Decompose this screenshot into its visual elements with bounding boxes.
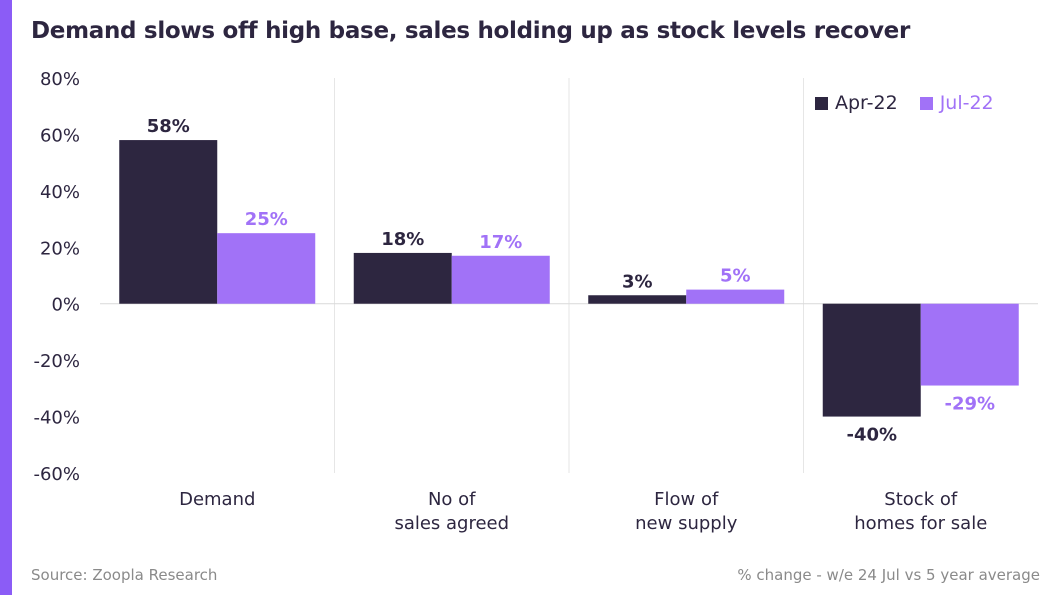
- data-label: 5%: [720, 266, 751, 287]
- data-label: 58%: [147, 116, 190, 137]
- legend-swatch-apr: [815, 96, 828, 110]
- legend-swatch-jul: [919, 96, 933, 110]
- y-tick-label: 20%: [40, 238, 80, 259]
- data-label: 25%: [245, 209, 288, 230]
- data-label: 3%: [622, 271, 653, 292]
- y-tick-label: 40%: [40, 182, 80, 203]
- legend: Apr-22 Jul-22: [815, 92, 1016, 114]
- bar-apr: [822, 303, 921, 417]
- x-tick-label: homes for sale: [854, 513, 987, 534]
- x-tick-label: Flow of: [654, 489, 719, 510]
- bar-chart: 80% 60% 40% 20% 0% -20% -40% -60% 58% 25% Demand 18…: [33, 69, 1038, 534]
- legend-label-jul: Jul-22: [939, 92, 994, 114]
- legend-label-apr: Apr-22: [835, 92, 898, 114]
- data-label: -40%: [846, 425, 897, 446]
- bar-apr: [588, 295, 687, 304]
- x-tick-label: No of: [428, 489, 476, 510]
- bar-jul: [686, 289, 785, 304]
- y-tick-label: 80%: [40, 69, 80, 90]
- y-tick-label: 0%: [51, 295, 80, 316]
- y-tick-label: -20%: [33, 351, 80, 372]
- bar-jul: [217, 233, 316, 304]
- accent-bar: [0, 0, 12, 595]
- bar-apr: [119, 140, 218, 304]
- data-label: 18%: [381, 229, 424, 250]
- y-tick-label: 60%: [40, 125, 80, 146]
- bar-jul: [920, 303, 1019, 386]
- units-note: % change - w/e 24 Jul vs 5 year average: [737, 566, 1040, 584]
- bar-jul: [451, 255, 550, 304]
- data-label: 17%: [479, 232, 522, 253]
- x-tick-label: Demand: [179, 489, 255, 510]
- x-tick-label: sales agreed: [394, 513, 509, 534]
- chart-title: Demand slows off high base, sales holdin…: [31, 18, 910, 44]
- source-note: Source: Zoopla Research: [31, 566, 218, 584]
- x-tick-label: new supply: [635, 513, 738, 534]
- y-tick-label: -40%: [33, 408, 80, 429]
- x-tick-label: Stock of: [884, 489, 958, 510]
- y-tick-label: -60%: [33, 464, 80, 485]
- bar-apr: [353, 252, 452, 304]
- legend-item-apr: Apr-22: [815, 92, 898, 114]
- legend-item-jul: Jul-22: [919, 92, 994, 114]
- data-label: -29%: [944, 394, 995, 415]
